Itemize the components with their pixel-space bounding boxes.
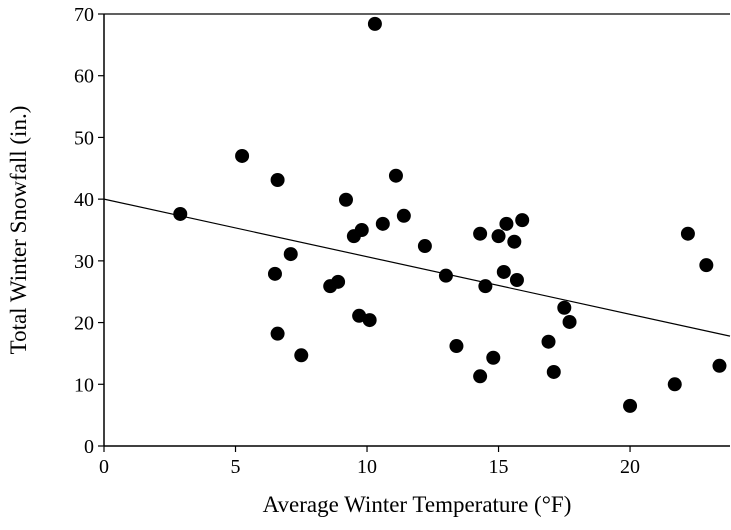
trend-line (103, 198, 731, 337)
point (388, 168, 403, 183)
x-tick-label: 10 (357, 456, 377, 478)
y-tick-label: 20 (74, 313, 94, 335)
point (496, 264, 511, 279)
point (507, 234, 522, 249)
y-axis-title: Total Winter Snowfall (in.) (6, 106, 31, 355)
point (712, 358, 727, 373)
point (491, 229, 506, 244)
point (438, 268, 453, 283)
point (680, 226, 695, 241)
point (417, 239, 432, 254)
point (375, 216, 390, 231)
y-tick-label: 40 (74, 189, 94, 211)
point (294, 348, 309, 363)
x-tick-label: 5 (231, 456, 241, 478)
point (562, 314, 577, 329)
y-tick-label: 60 (74, 66, 94, 88)
point (509, 272, 524, 287)
point (267, 266, 282, 281)
point (396, 208, 411, 223)
point (283, 247, 298, 262)
x-tick-label: 15 (489, 456, 509, 478)
point (270, 173, 285, 188)
point (557, 300, 572, 315)
point (478, 279, 493, 294)
point (449, 339, 464, 354)
point (367, 16, 382, 31)
point (331, 274, 346, 289)
point (473, 226, 488, 241)
point (515, 213, 530, 228)
point (235, 148, 250, 163)
point (338, 192, 353, 207)
point (362, 313, 377, 328)
point (699, 258, 714, 273)
point (270, 326, 285, 341)
point (352, 308, 367, 323)
point (486, 350, 501, 365)
point (499, 216, 514, 231)
point (546, 364, 561, 379)
point (667, 377, 682, 392)
point (173, 206, 188, 221)
y-tick-label: 30 (74, 251, 94, 273)
x-tick-label: 0 (99, 456, 109, 478)
y-tick-label: 10 (74, 374, 94, 396)
y-tick-label: 0 (84, 436, 94, 458)
point (473, 369, 488, 384)
point (623, 398, 638, 413)
y-tick-label: 50 (74, 127, 94, 149)
x-tick-label: 20 (620, 456, 640, 478)
y-tick-label: 70 (74, 4, 94, 26)
point (354, 223, 369, 237)
x-axis-title: Average Winter Temperature (°F) (263, 492, 572, 517)
point (541, 334, 556, 349)
